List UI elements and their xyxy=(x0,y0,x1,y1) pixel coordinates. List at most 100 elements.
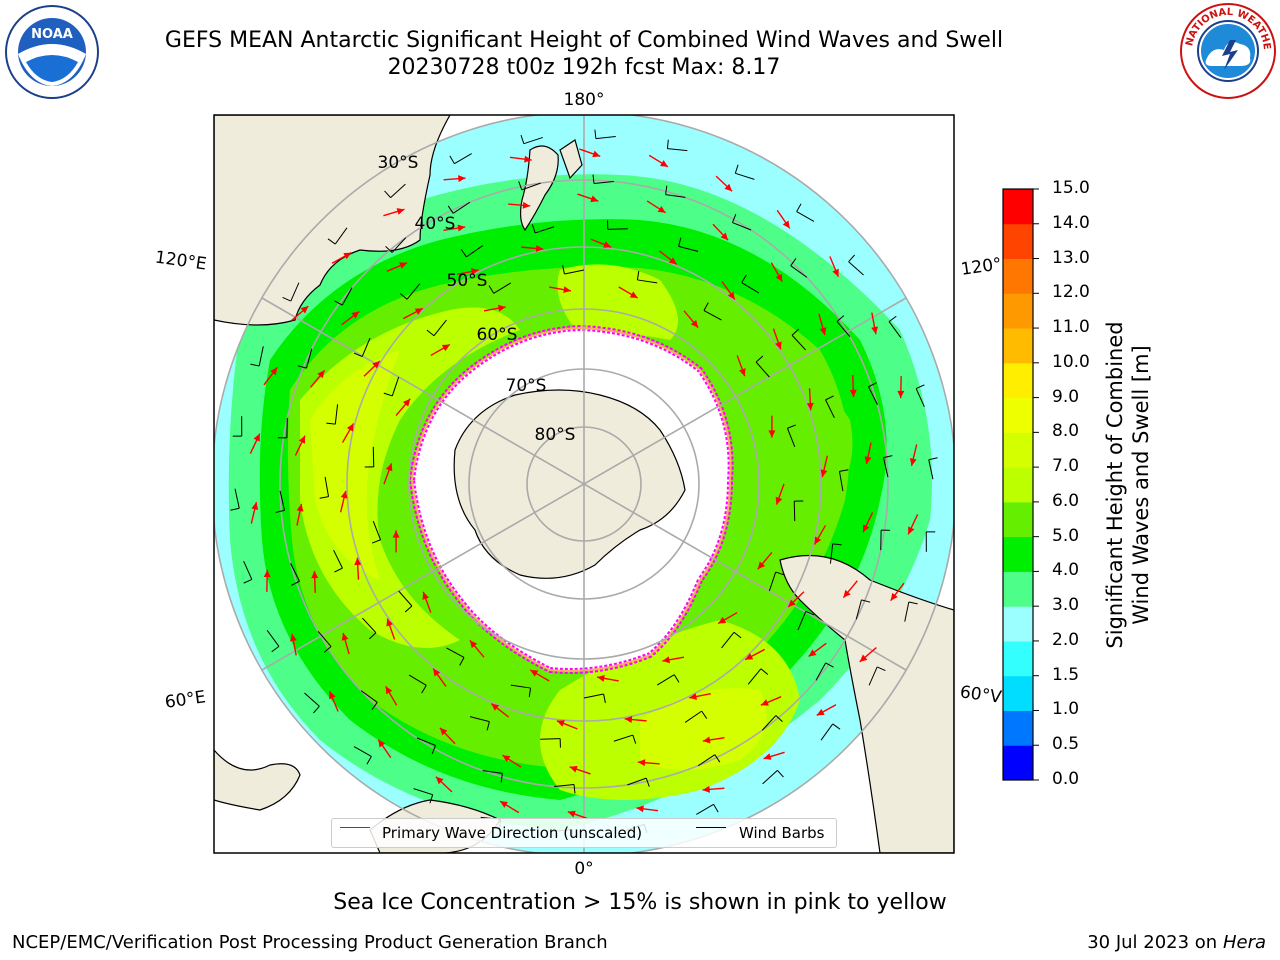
wave-direction-arrowhead xyxy=(414,308,423,315)
wind-barb-flag xyxy=(371,702,378,710)
wind-barb-staff xyxy=(362,617,377,634)
wind-barb-staff xyxy=(493,282,512,294)
wind-barb-flag xyxy=(839,469,849,472)
wind-barb-flag xyxy=(777,770,784,778)
wind-barb-flag xyxy=(368,632,377,640)
wave-direction-arrowhead xyxy=(727,291,735,300)
wind-barb-staff xyxy=(747,668,762,685)
wave-direction-arrowhead xyxy=(298,435,305,444)
wind-barb-staff xyxy=(793,501,796,522)
wind-barb-flag xyxy=(701,710,708,719)
wave-direction-arrowhead xyxy=(500,801,508,808)
wind-barb-flag xyxy=(888,315,897,322)
colorbar-label-line2: Wind Waves and Swell [m] xyxy=(1129,345,1153,625)
lat-label-60s: 60°S xyxy=(477,325,518,345)
wind-barb-flag xyxy=(883,455,893,459)
wind-barb-flag xyxy=(805,611,815,616)
wind-barb-flag xyxy=(275,509,285,513)
wave-direction-arrowhead xyxy=(296,503,304,512)
wave-direction-arrowhead xyxy=(724,183,733,192)
lat-label-80s: 80°S xyxy=(535,425,576,445)
wave-direction-arrowhead xyxy=(569,765,578,773)
wave-direction-arrowhead xyxy=(435,776,444,785)
wind-barb-flag xyxy=(429,794,434,804)
colorbar-frame xyxy=(1002,188,1034,781)
wind-barb-staff xyxy=(390,183,406,198)
wind-barb-staff xyxy=(761,715,777,731)
wind-barb-flag xyxy=(632,734,637,744)
wind-barb-flag xyxy=(673,674,680,683)
wind-barb-flag xyxy=(832,723,841,730)
nws-logo: NATIONAL WEATHER SERVICE xyxy=(1178,2,1276,99)
wind-barb-staff xyxy=(665,194,686,198)
wind-barb-flag xyxy=(459,657,465,666)
wave-direction-arrowhead xyxy=(385,463,393,472)
colorbar-band xyxy=(1003,640,1033,677)
wave-direction-arrowhead xyxy=(859,654,868,662)
wind-barb-staff xyxy=(290,282,300,302)
wave-direction-arrowhead xyxy=(745,653,754,660)
wind-barb-staff xyxy=(317,630,332,647)
wind-barb-staff xyxy=(796,211,815,222)
wind-barb-staff xyxy=(868,666,878,686)
wave-direction-arrowhead xyxy=(502,755,511,763)
wind-barb-staff xyxy=(904,601,910,622)
wave-direction-arrowhead xyxy=(399,262,408,269)
wave-direction-arrowhead xyxy=(341,632,349,641)
wind-barb-flag xyxy=(731,214,737,223)
wind-barb-flag xyxy=(383,392,393,397)
wave-direction-arrowhead xyxy=(392,530,400,538)
wind-barb-flag xyxy=(431,745,437,754)
wave-direction-arrowhead xyxy=(535,245,544,252)
wave-direction-arrowhead xyxy=(890,592,898,601)
wind-barb-staff xyxy=(762,770,778,785)
lat-label-30s: 30°S xyxy=(378,153,419,173)
lon-label-120e: 120°E xyxy=(154,248,208,275)
wind-barb-flag xyxy=(562,265,565,275)
wind-barb-staff xyxy=(790,265,808,278)
wave-direction-arrowhead xyxy=(814,536,822,545)
wind-barb-staff xyxy=(406,283,421,300)
wave-direction-arrowhead xyxy=(563,286,571,294)
wind-barb-flag xyxy=(243,578,253,584)
wind-barb-flag xyxy=(848,254,855,263)
lon-label-0: 0° xyxy=(574,859,593,879)
wind-barb-staff xyxy=(564,269,585,275)
wave-direction-arrowhead xyxy=(909,458,917,466)
wind-barb-staff xyxy=(829,543,834,564)
colorbar-tick-label: 0.5 xyxy=(1052,734,1080,755)
wind-barb-staff xyxy=(883,457,889,478)
wind-barb-staff xyxy=(334,404,339,425)
wind-barb-staff xyxy=(290,563,300,582)
colorbar-tick-label: 1.5 xyxy=(1052,664,1080,685)
wind-barb-flag xyxy=(791,328,800,336)
colorbar-tick-label: 8.0 xyxy=(1052,421,1080,442)
colorbar-tick-label: 12.0 xyxy=(1052,282,1090,303)
colorbar-tick-label: 10.0 xyxy=(1052,351,1090,372)
wind-barb-staff xyxy=(848,261,864,276)
wind-barb-staff xyxy=(915,388,925,408)
wind-barb-flag xyxy=(915,384,925,390)
lat-label-50s: 50°S xyxy=(447,271,488,291)
graticule xyxy=(214,115,954,853)
colorbar-tick-label: 1.0 xyxy=(1052,699,1080,720)
wave-direction-arrowhead xyxy=(662,656,671,664)
wind-barb-staff xyxy=(391,237,407,253)
colorbar-band xyxy=(1003,467,1033,503)
wave-direction-arrowhead xyxy=(491,703,500,711)
wind-barb-staff xyxy=(797,611,807,631)
chart-subtitle: 20230728 t00z 192h fcst Max: 8.17 xyxy=(387,55,781,80)
wave-direction-arrowhead xyxy=(629,291,638,299)
wave-direction-swatch xyxy=(340,827,370,828)
wave-direction-arrowhead xyxy=(471,268,479,275)
wave-direction-arrowhead xyxy=(897,390,905,399)
wind-barb-flag xyxy=(665,185,668,195)
colorbar xyxy=(1003,188,1039,781)
wave-direction-arrowhead xyxy=(253,433,260,442)
wind-barb-staff xyxy=(353,746,372,757)
wind-barb-staff xyxy=(786,428,796,448)
svg-text:NOAA: NOAA xyxy=(31,27,73,42)
wave-direction-arrowhead xyxy=(782,220,790,229)
wave-direction-arrowhead xyxy=(849,389,857,398)
wind-barb-staff xyxy=(304,692,320,707)
